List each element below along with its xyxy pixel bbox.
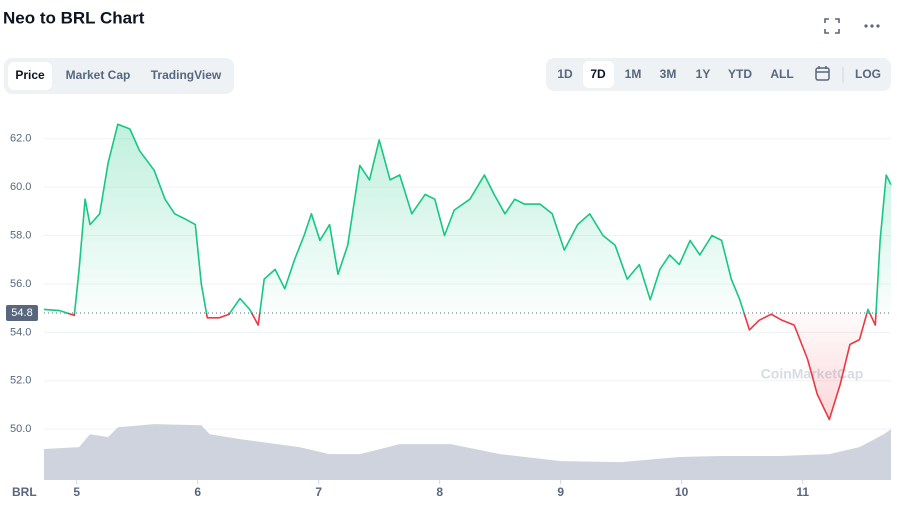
x-tick-label: 8 (436, 485, 443, 499)
tab-group (4, 58, 234, 94)
calendar-icon[interactable] (815, 66, 830, 81)
y-tick-label: 50.0 (10, 423, 31, 435)
range-group (546, 58, 891, 91)
title: Neo to BRL Chart (3, 8, 145, 27)
x-tick-label: 7 (315, 485, 322, 499)
price-line (43, 123, 892, 421)
x-axis-label: BRL (12, 485, 37, 499)
baseline-label-bg (6, 304, 38, 321)
tab[interactable]: TradingView (151, 68, 222, 82)
x-tick-label: 10 (675, 485, 689, 499)
range-button[interactable]: 1D (557, 67, 573, 81)
price-area (44, 124, 891, 420)
range-button[interactable]: 3M (660, 67, 677, 81)
volume-area (44, 424, 891, 480)
range-button[interactable]: 7D (590, 67, 606, 81)
range-active[interactable] (583, 61, 614, 88)
baseline-label: 54.8 (11, 307, 32, 319)
x-tick-label: 5 (73, 485, 80, 499)
x-tick-label: 9 (557, 485, 564, 499)
y-tick-label: 54.0 (10, 326, 31, 338)
more-icon[interactable] (864, 24, 880, 28)
y-tick-label: 52.0 (10, 375, 31, 387)
fullscreen-icon[interactable] (824, 18, 840, 34)
range-button[interactable]: 1M (625, 67, 642, 81)
y-tick-label: 56.0 (10, 278, 31, 290)
range-button[interactable]: YTD (728, 67, 752, 81)
y-tick-label: 62.0 (10, 133, 31, 145)
range-button[interactable]: ALL (770, 67, 793, 81)
range-button[interactable]: 1Y (696, 67, 711, 81)
x-tick-label: 6 (194, 485, 201, 499)
x-tick-label: 11 (796, 485, 809, 499)
tab[interactable]: Market Cap (66, 68, 131, 82)
tab[interactable]: Price (15, 68, 45, 82)
y-tick-label: 60.0 (10, 181, 31, 193)
tab-active[interactable] (8, 62, 52, 90)
y-tick-label: 58.0 (10, 229, 31, 241)
log-button[interactable]: LOG (855, 67, 881, 81)
